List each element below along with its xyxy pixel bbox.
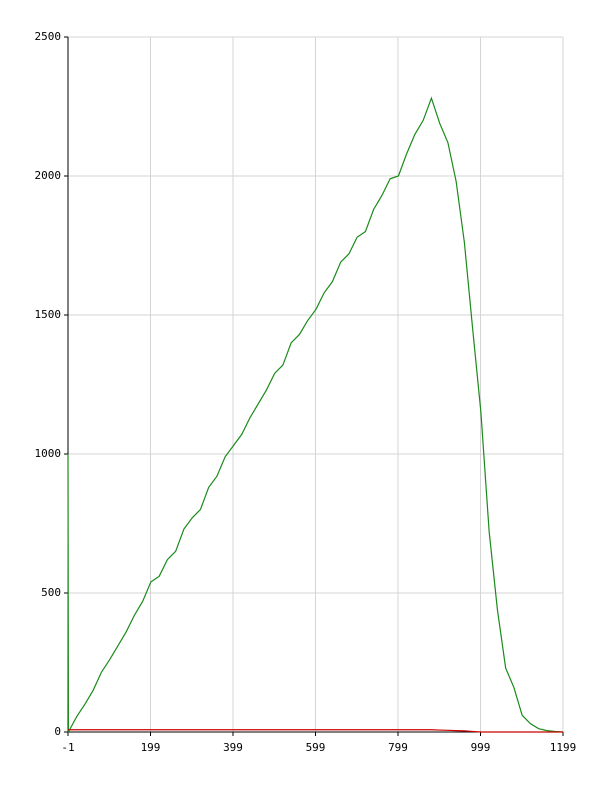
y-tick-label: 2000	[35, 169, 62, 182]
y-tick-label: 1500	[35, 308, 62, 321]
y-tick-label: 500	[41, 586, 61, 599]
x-tick-label: 399	[223, 741, 243, 754]
y-tick-label: 0	[54, 725, 61, 738]
x-tick-label: -1	[61, 741, 74, 754]
x-tick-label: 799	[388, 741, 408, 754]
series-line	[67, 96, 564, 733]
x-tick-label: 199	[141, 741, 161, 754]
y-tick-label: 1000	[35, 447, 62, 460]
x-tick-label: 999	[471, 741, 491, 754]
x-tick-label: 599	[306, 741, 326, 754]
x-tick-label: 1199	[550, 741, 577, 754]
series-line	[68, 729, 563, 733]
y-tick-label: 2500	[35, 30, 62, 43]
